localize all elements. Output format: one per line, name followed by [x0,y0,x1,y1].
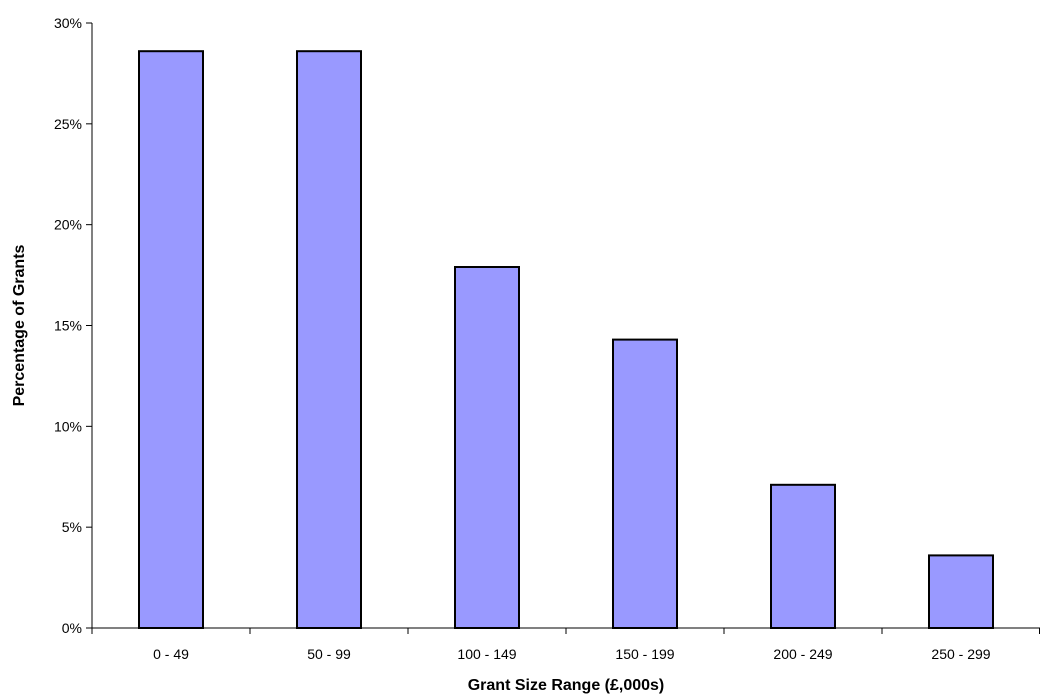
bars-group [138,50,994,630]
y-tick-label: 20% [54,217,82,233]
x-tick-label: 250 - 299 [931,646,990,662]
bar-0 [138,50,204,629]
y-axis-title: Percentage of Grants [11,244,28,406]
bar-4 [770,483,836,629]
y-axis: 0% 5% 10% 15% 20% 25% 30% [54,15,93,636]
bar-2 [454,266,520,629]
bar-5 [928,554,994,630]
y-tick-label: 0% [62,620,82,636]
x-tick-label: 100 - 149 [457,646,516,662]
x-tick-label: 150 - 199 [615,646,674,662]
x-tick-label: 50 - 99 [307,646,351,662]
y-tick-label: 15% [54,318,82,334]
y-tick-label: 30% [54,15,82,31]
bar-3 [612,338,678,629]
x-axis-title: Grant Size Range (£,000s) [468,677,665,694]
x-tick-label: 200 - 249 [773,646,832,662]
y-tick-label: 10% [54,418,82,434]
x-axis: 0 - 49 50 - 99 100 - 149 150 - 199 200 - 249… [91,627,1040,662]
bar-1 [296,50,362,629]
y-tick-label: 5% [62,519,82,535]
x-tick-label: 0 - 49 [153,646,189,662]
y-tick-label: 25% [54,116,82,132]
